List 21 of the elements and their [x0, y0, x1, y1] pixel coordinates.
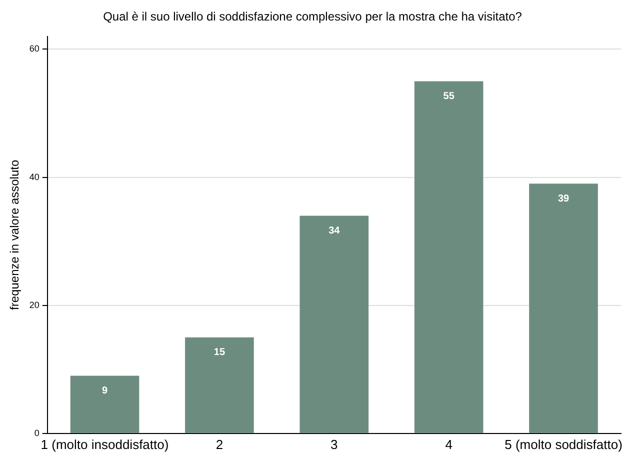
x-tick-label: 5 (molto soddisfatto): [504, 436, 622, 452]
y-tick-label: 60: [29, 44, 40, 54]
data-label: 55: [443, 90, 455, 102]
y-tick-label: 20: [29, 300, 40, 310]
bar: [70, 376, 140, 433]
y-axis-title: frequenze in valore assoluto: [8, 160, 22, 310]
x-tick-label: 1 (molto insoddisfatto): [40, 436, 169, 452]
data-label: 9: [102, 386, 108, 397]
bar: [185, 337, 254, 433]
data-label: 15: [214, 347, 226, 358]
bar: [529, 184, 598, 433]
bar: [414, 81, 484, 433]
data-label: 39: [558, 193, 570, 204]
chart-title: Qual è il suo livello di soddisfazione complessivo per la mostra che ha visitato?: [103, 10, 522, 24]
x-tick-label: 2: [216, 436, 224, 452]
y-tick-label: 0: [34, 428, 40, 438]
y-tick-label: 40: [29, 172, 40, 182]
x-tick-label: 4: [445, 436, 452, 452]
data-label: 34: [328, 225, 340, 236]
bar: [300, 216, 369, 433]
x-tick-label: 3: [330, 436, 338, 452]
